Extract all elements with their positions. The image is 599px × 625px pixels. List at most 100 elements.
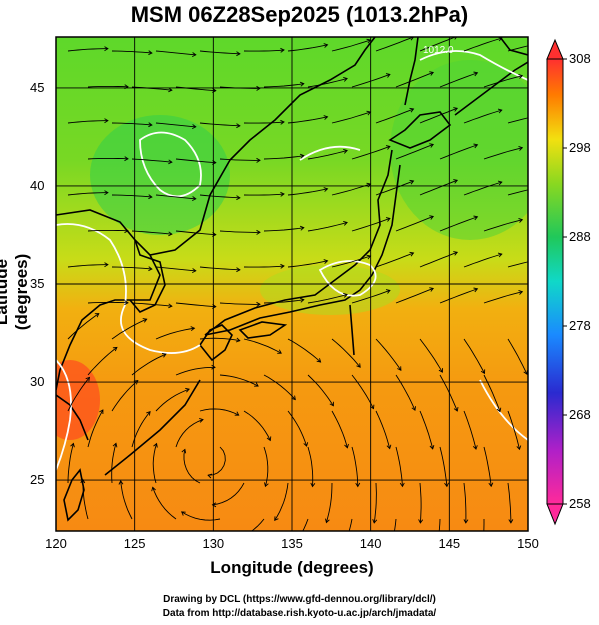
streamline (439, 72, 478, 88)
streamline (507, 410, 520, 450)
x-tick-label: 120 (45, 536, 67, 551)
streamline-arrow (344, 443, 349, 449)
streamline (307, 374, 334, 407)
streamline (67, 313, 100, 340)
streamline-arrow (180, 511, 186, 516)
streamline (331, 410, 348, 448)
x-tick-label: 125 (123, 536, 146, 551)
x-tick-label: 135 (281, 536, 303, 551)
streamline (325, 482, 333, 523)
streamline-arrow (274, 516, 279, 522)
streamline-arrow (516, 445, 522, 451)
streamline-arrow (540, 408, 544, 412)
streamline-arrow (453, 179, 459, 184)
streamline-arrow (369, 404, 375, 410)
streamline (287, 338, 321, 363)
streamline-arrow (564, 223, 568, 227)
streamline-arrow (299, 225, 305, 231)
streamline-arrow (429, 287, 435, 292)
streamline-arrow (236, 195, 241, 201)
streamline (152, 487, 177, 520)
streamline-arrow (518, 145, 524, 151)
streamline (274, 482, 289, 521)
streamline (111, 266, 152, 270)
streamline-arrow (211, 364, 216, 370)
streamline (199, 194, 240, 199)
streamline-arrow (191, 268, 197, 274)
streamline (175, 302, 216, 308)
streamline (463, 37, 502, 52)
streamline-arrow (161, 353, 167, 358)
streamline-arrow (564, 79, 568, 83)
streamline (375, 180, 414, 196)
streamline-arrow (133, 380, 139, 385)
streamline-arrow (236, 123, 241, 129)
streamline-arrow (323, 115, 329, 120)
x-tick-label: 150 (517, 536, 539, 551)
streamline-arrow (323, 259, 329, 264)
streamline (419, 338, 443, 373)
streamline (331, 111, 371, 124)
streamline-arrow (310, 482, 316, 488)
streamline (243, 338, 282, 354)
streamline (463, 109, 502, 124)
streamline (527, 447, 528, 449)
streamline (263, 155, 304, 160)
streamline-arrow (399, 482, 405, 488)
footer-source: Data from http://database.rish.kyoto-u.a… (162, 608, 437, 619)
streamline-arrow (480, 369, 486, 375)
streamline-arrow (543, 185, 547, 189)
y-tick-label: 45 (30, 79, 45, 95)
streamline (483, 147, 523, 160)
streamline (287, 116, 328, 124)
streamline-arrow (148, 194, 153, 200)
streamline (419, 251, 458, 268)
streamline (483, 374, 501, 412)
streamline (131, 230, 172, 235)
streamline-arrow (299, 81, 305, 87)
streamline-arrow (508, 519, 514, 524)
streamline-arrow (329, 401, 334, 407)
y-tick-label: 25 (30, 472, 45, 488)
streamline (131, 411, 151, 448)
streamline (155, 266, 196, 272)
streamline-arrow (385, 145, 391, 150)
streamline (307, 222, 348, 232)
streamline (483, 75, 523, 88)
streamline (87, 85, 129, 88)
streamline (131, 353, 167, 376)
streamline-arrow (409, 179, 415, 185)
streamline-arrow (323, 187, 329, 192)
streamline-arrow (453, 407, 459, 412)
streamline (155, 388, 190, 412)
streamline-arrow (418, 519, 424, 524)
streamline-arrow (385, 73, 391, 78)
streamline-arrow (264, 482, 269, 488)
streamline (67, 377, 90, 412)
colorbar-tick-label: 268 (569, 407, 591, 422)
streamline (395, 143, 434, 160)
streamline (439, 216, 478, 232)
streamline-arrow (438, 368, 443, 373)
streamline-arrow (124, 228, 129, 234)
streamline-arrow (104, 46, 109, 52)
streamline-arrow (343, 148, 348, 154)
streamline (463, 338, 485, 374)
streamline-arrow (385, 289, 391, 294)
streamline-arrow (429, 71, 435, 76)
streamline-arrow (153, 442, 158, 448)
streamline (463, 253, 502, 268)
streamline-arrow (473, 287, 479, 293)
streamline (87, 301, 129, 304)
footer-credit: Drawing by DCL (https://www.gfd-dennou.o… (163, 594, 436, 605)
streamline (243, 193, 285, 196)
wind-streamlines (67, 37, 568, 531)
streamline-arrow (256, 157, 261, 163)
streamline (395, 287, 434, 304)
streamline (155, 194, 196, 200)
streamline-arrow (181, 448, 187, 454)
streamline (155, 50, 196, 56)
streamline-arrow (112, 346, 118, 352)
streamline-arrow (211, 502, 217, 508)
streamline-arrow (234, 411, 240, 416)
